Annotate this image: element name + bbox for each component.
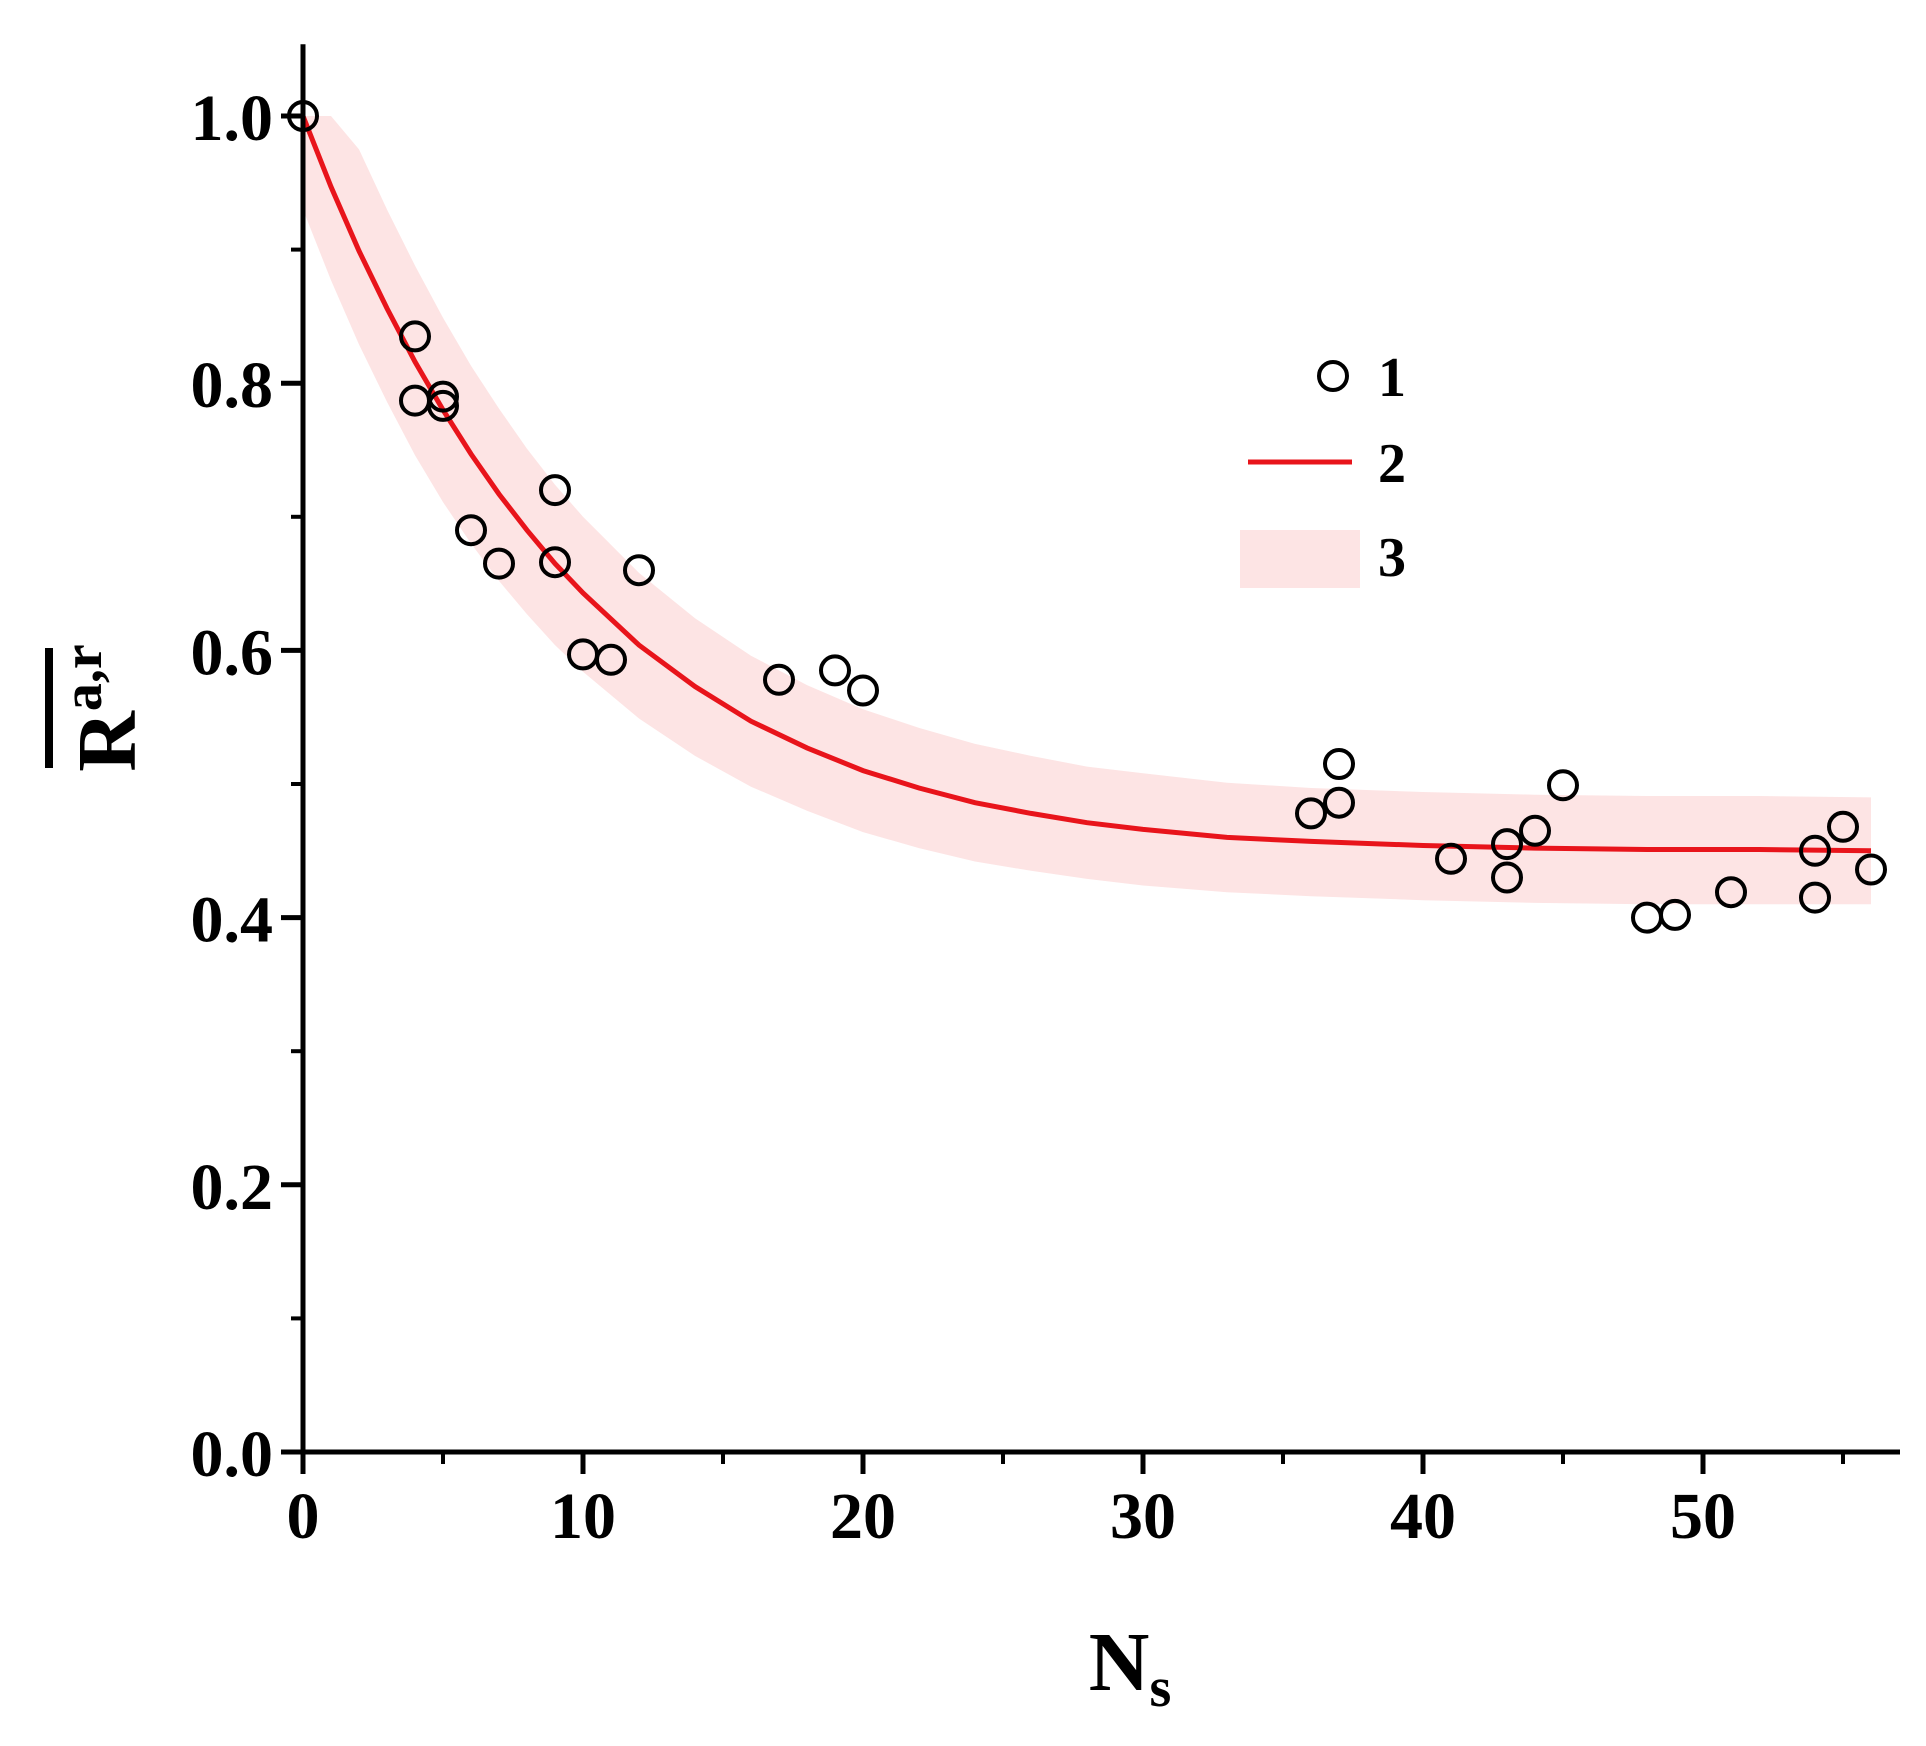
data-point xyxy=(819,654,851,687)
x-tick-label: 10 xyxy=(550,1480,616,1553)
y-tick-label: 0.2 xyxy=(191,1151,274,1224)
y-axis-title: Ra,r xyxy=(45,644,154,772)
legend-marker-band xyxy=(1240,530,1360,588)
data-point xyxy=(1323,748,1355,780)
y-axis-title-overbar xyxy=(45,648,53,768)
data-point xyxy=(1547,769,1579,802)
data-point xyxy=(399,320,431,353)
data-point xyxy=(1827,810,1859,843)
data-point xyxy=(1855,853,1887,886)
data-point xyxy=(623,554,655,587)
fit-line xyxy=(300,115,1872,854)
x-tick-label: 0 xyxy=(287,1480,320,1553)
ticks-layer: 0 10 20 30 40 50 0.0 0.2 0.4 0.6 0.8 1.0 xyxy=(191,82,1845,1553)
confidence-band xyxy=(303,116,1871,905)
y-tick-label: 0.8 xyxy=(191,349,274,422)
legend-label-band: 3 xyxy=(1378,527,1406,589)
data-point xyxy=(1631,901,1663,934)
data-point xyxy=(1491,861,1523,894)
legend-marker-points xyxy=(1317,360,1349,392)
data-point xyxy=(847,674,879,707)
legend-label-line: 2 xyxy=(1378,433,1406,495)
data-point xyxy=(1715,876,1747,909)
x-tick-label: 20 xyxy=(830,1480,896,1553)
y-tick-label: 1.0 xyxy=(191,82,274,155)
data-point xyxy=(1519,814,1551,847)
axes-layer xyxy=(300,44,1900,1455)
confidence-band-layer xyxy=(303,116,1871,905)
data-point xyxy=(1323,786,1355,819)
data-point xyxy=(483,547,515,580)
data-point xyxy=(595,643,627,676)
data-point xyxy=(1659,898,1691,931)
legend-label-points: 1 xyxy=(1378,347,1406,409)
data-point xyxy=(427,380,459,413)
fit-line-layer xyxy=(300,115,1872,854)
data-point xyxy=(1295,797,1327,830)
x-tick-label: 50 xyxy=(1670,1480,1736,1553)
y-tick-label: 0.0 xyxy=(191,1418,274,1491)
data-point xyxy=(763,663,795,696)
x-axis-title-sub: s xyxy=(1149,1657,1171,1719)
x-tick-label: 40 xyxy=(1390,1480,1456,1553)
y-axis-title-main: R xyxy=(61,710,154,772)
data-point xyxy=(427,389,459,422)
data-point xyxy=(1799,881,1831,914)
x-axis-title: Ns xyxy=(1089,1616,1171,1719)
svg-text:Ra,r: Ra,r xyxy=(52,644,154,772)
data-point xyxy=(1491,828,1523,861)
y-axis-title-sup: a,r xyxy=(52,644,114,711)
x-tick-label: 30 xyxy=(1110,1480,1176,1553)
data-point xyxy=(539,546,571,579)
legend: 1 2 3 xyxy=(1240,347,1406,589)
data-point xyxy=(455,514,487,547)
x-axis-title-main: N xyxy=(1089,1616,1150,1709)
data-point xyxy=(1435,842,1467,875)
data-points-layer xyxy=(287,100,1887,934)
y-tick-label: 0.4 xyxy=(191,884,274,957)
y-tick-label: 0.6 xyxy=(191,616,274,689)
data-point xyxy=(1799,834,1831,867)
data-point xyxy=(539,474,571,507)
